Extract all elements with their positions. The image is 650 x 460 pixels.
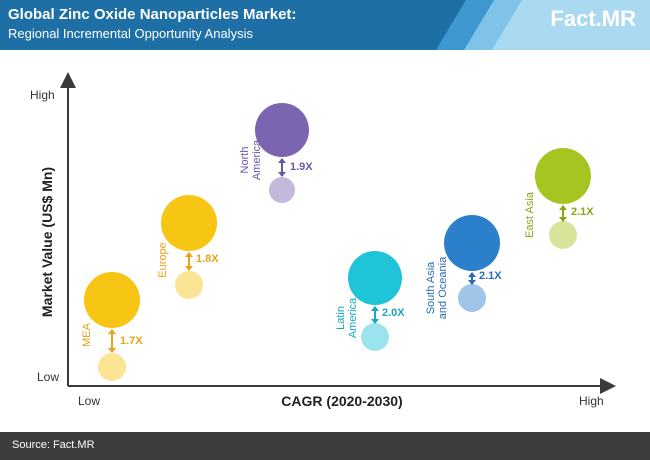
chart-subtitle: Regional Incremental Opportunity Analysi…: [8, 26, 253, 41]
growth-arrow-south-asia-and-oceania: [468, 272, 476, 285]
bubble-east-asia-2030: [535, 148, 591, 204]
region-label-europe: Europe: [157, 242, 169, 277]
header-banner: Global Zinc Oxide Nanoparticles Market: …: [0, 0, 650, 50]
bubble-mea-2030: [84, 272, 140, 328]
x-axis-label: CAGR (2020-2030): [281, 393, 402, 409]
bubble-europe-2020: [175, 271, 203, 299]
multiplier-north-america: 1.9X: [290, 161, 313, 173]
multiplier-east-asia: 2.1X: [571, 206, 594, 218]
bubble-latin-america-2020: [361, 323, 389, 351]
region-label-east-asia: East Asia: [524, 191, 536, 238]
source-note: Source: Fact.MR: [12, 439, 95, 451]
region-label-south-asia-and-oceania: South Asiaand Oceania: [425, 256, 449, 319]
logo-text-mr: .MR: [595, 6, 636, 31]
multiplier-south-asia-and-oceania: 2.1X: [479, 270, 502, 282]
bubble-north-america-2030: [255, 103, 309, 157]
growth-arrow-mea: [108, 329, 116, 353]
multiplier-latin-america: 2.0X: [382, 307, 405, 319]
growth-arrow-latin-america: [371, 306, 379, 324]
footer-bar: Source: Fact.MR: [0, 432, 650, 460]
y-tick-label-high: High: [30, 88, 55, 102]
logo-text-fact: Fact: [550, 6, 596, 31]
multiplier-mea: 1.7X: [120, 335, 143, 347]
bubble-chart: High Low Low High CAGR (2020-2030) Marke…: [30, 72, 616, 409]
x-tick-label-high: High: [579, 394, 604, 408]
bubble-latin-america-2030: [348, 251, 402, 305]
bubble-mea-2020: [98, 353, 126, 381]
growth-arrow-europe: [185, 252, 193, 271]
x-tick-label-low: Low: [78, 394, 100, 408]
bubble-europe-2030: [161, 195, 217, 251]
bubble-group: 1.7X MEA 1.8X Europe 1.9X NorthAmerica 2.0X Lat…: [81, 103, 594, 381]
bubble-south-asia-and-oceania-2020: [458, 284, 486, 312]
region-label-north-america: NorthAmerica: [239, 139, 263, 180]
header-background: [0, 0, 650, 50]
region-label-latin-america: LatinAmerica: [335, 297, 359, 338]
factmr-logo: Fact.MR: [550, 6, 636, 32]
bubble-north-america-2020: [269, 177, 295, 203]
y-axis-label: Market Value (US$ Mn): [39, 167, 55, 317]
bubble-east-asia-2020: [549, 221, 577, 249]
region-label-mea: MEA: [81, 322, 93, 347]
y-tick-label-low: Low: [37, 370, 59, 384]
multiplier-europe: 1.8X: [196, 253, 219, 265]
growth-arrow-east-asia: [559, 205, 567, 222]
growth-arrow-north-america: [278, 158, 286, 177]
bubble-south-asia-and-oceania-2030: [444, 215, 500, 271]
chart-title: Global Zinc Oxide Nanoparticles Market:: [8, 6, 297, 23]
